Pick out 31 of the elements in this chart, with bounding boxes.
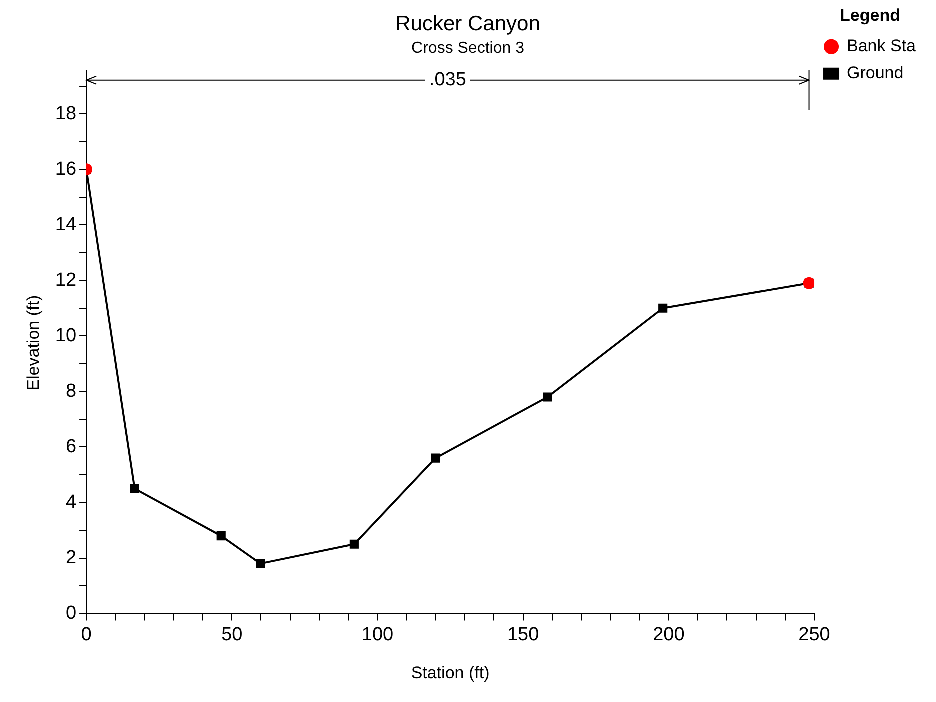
- y-tick-label: 10: [55, 325, 77, 346]
- y-tick-label: 14: [55, 214, 77, 236]
- x-tick-label: 50: [222, 624, 243, 646]
- y-tick-label: 0: [66, 603, 77, 624]
- x-tick-label: 150: [507, 624, 540, 646]
- y-tick-label: 6: [66, 436, 77, 458]
- x-tick-label: 200: [653, 624, 685, 646]
- point: [256, 559, 266, 568]
- point: [216, 532, 226, 541]
- x-tick-label: 250: [798, 624, 830, 646]
- legend-title: Legend: [840, 6, 900, 26]
- y-tick-label: 8: [66, 380, 77, 402]
- y-tick-label: 4: [66, 492, 77, 513]
- y-axis-title: Elevation (ft): [24, 295, 43, 391]
- chart-title: Rucker Canyon: [396, 12, 540, 36]
- point: [658, 304, 668, 313]
- x-tick-label: 0: [81, 624, 92, 646]
- y-tick-label: 18: [55, 103, 77, 124]
- point: [130, 484, 140, 494]
- y-tick-label: 2: [66, 548, 77, 569]
- legend-label: Bank Sta: [847, 36, 917, 56]
- point: [431, 454, 440, 463]
- annotation: .035: [429, 70, 466, 91]
- y-tick-label: 12: [55, 270, 77, 291]
- legend-label: Ground: [847, 64, 904, 83]
- point: [350, 540, 359, 549]
- point: [543, 392, 552, 402]
- chart-subtitle: Cross Section 3: [412, 40, 525, 58]
- x-tick-label: 100: [362, 624, 394, 646]
- y-tick-label: 16: [55, 158, 77, 180]
- x-axis-title: Station (ft): [411, 663, 490, 682]
